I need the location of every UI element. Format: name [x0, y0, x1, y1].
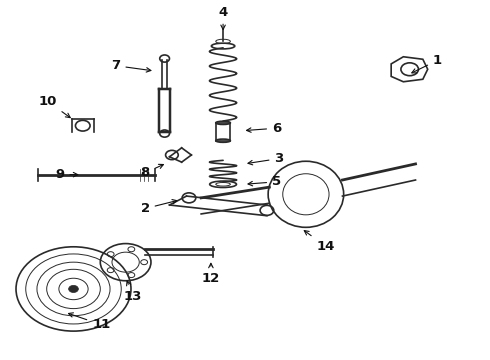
Text: 8: 8: [141, 165, 163, 179]
Text: 6: 6: [246, 122, 281, 135]
Text: 12: 12: [202, 263, 220, 285]
Text: 3: 3: [248, 152, 284, 165]
Text: 7: 7: [111, 59, 151, 72]
Text: 5: 5: [248, 175, 281, 188]
Text: 10: 10: [39, 95, 70, 118]
Text: 4: 4: [219, 6, 228, 30]
Text: 11: 11: [69, 313, 110, 331]
Bar: [216, 123, 230, 141]
Text: 1: 1: [412, 54, 442, 73]
Text: 2: 2: [141, 199, 177, 215]
Text: 9: 9: [55, 168, 78, 181]
Text: 13: 13: [124, 281, 142, 303]
Text: 14: 14: [304, 231, 335, 253]
Circle shape: [69, 285, 78, 293]
